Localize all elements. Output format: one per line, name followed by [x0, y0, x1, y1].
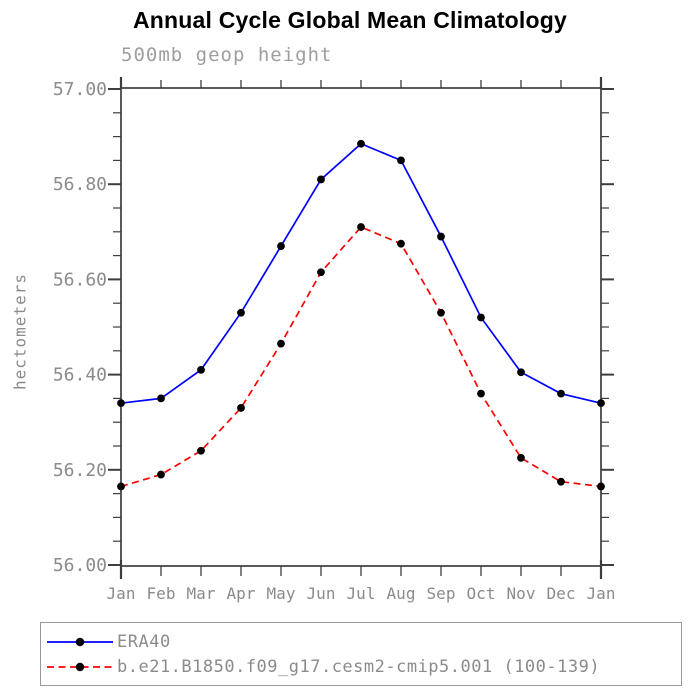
- x-tick-label: Apr: [227, 584, 256, 603]
- x-tick-label: Mar: [187, 584, 216, 603]
- x-tick-label: Sep: [427, 584, 456, 603]
- x-tick-label: May: [267, 584, 296, 603]
- plot-frame: [120, 87, 602, 567]
- x-tick-label: Jun: [307, 584, 336, 603]
- cesm2-sample-marker-dot: [75, 662, 85, 671]
- data-point-marker: [157, 394, 165, 403]
- data-point-marker: [477, 313, 485, 322]
- legend-item-cesm2: b.e21.B1850.f09_g17.cesm2-cmip5.001 (100…: [46, 654, 681, 679]
- x-tick-label: Aug: [387, 584, 416, 603]
- data-point-marker: [517, 454, 525, 462]
- era40-sample-marker-dot: [75, 637, 85, 646]
- data-point-marker: [317, 175, 325, 184]
- x-tick-label: Nov: [507, 584, 536, 603]
- data-point-marker: [517, 368, 525, 377]
- x-tick-label: Jan: [107, 584, 136, 603]
- y-tick-label: 56.60: [53, 269, 107, 290]
- y-tick-label: 56.20: [53, 460, 107, 481]
- series-line-cesm2: [120, 226, 602, 488]
- data-point-marker: [117, 482, 125, 491]
- data-point-marker: [557, 389, 565, 398]
- data-point-marker: [237, 404, 245, 412]
- x-tick-label: Jul: [347, 584, 376, 603]
- plot-area: Jan Feb Mar Apr May Jun Jul Aug Sep Oct Nov Dec Jan5…: [53, 77, 616, 603]
- data-point-marker: [597, 399, 605, 408]
- y-tick-label: 56.00: [53, 555, 107, 576]
- legend-item-era40: ERA40: [46, 629, 681, 654]
- data-point-marker: [557, 477, 565, 486]
- cesm2-line-sample: [47, 662, 113, 671]
- data-point-marker: [117, 399, 125, 408]
- data-point-marker: [357, 223, 365, 231]
- data-point-marker: [197, 446, 205, 455]
- data-point-marker: [197, 365, 205, 374]
- era40-line-sample: [47, 637, 113, 646]
- y-tick-label: 57.00: [53, 79, 107, 100]
- x-tick-label: Jan: [587, 584, 616, 603]
- data-point-marker: [277, 339, 285, 348]
- data-point-marker: [317, 268, 325, 277]
- data-point-marker: [477, 389, 485, 398]
- data-point-marker: [277, 242, 285, 250]
- data-point-marker: [397, 156, 405, 165]
- x-tick-label: Oct: [467, 584, 496, 603]
- data-point-marker: [357, 139, 365, 148]
- y-tick-label: 56.40: [53, 365, 107, 386]
- x-tick-label: Feb: [147, 584, 176, 603]
- series-line-era40: [120, 142, 602, 405]
- x-tick-label: Dec: [547, 584, 576, 603]
- data-point-marker: [437, 232, 445, 241]
- data-point-marker: [437, 308, 445, 317]
- data-point-marker: [397, 239, 405, 248]
- legend-label-cesm2: b.e21.B1850.f09_g17.cesm2-cmip5.001 (100…: [117, 656, 601, 677]
- data-point-marker: [597, 482, 605, 491]
- legend: ERA40 b.e21.B1850.f09_g17.cesm2-cmip5.00…: [40, 622, 682, 686]
- chart-title: Annual Cycle Global Mean Climatology: [132, 7, 568, 33]
- chart-subtitle: 500mb geop height: [121, 44, 333, 66]
- y-tick-label: 56.80: [53, 174, 107, 195]
- data-point-marker: [157, 470, 165, 479]
- data-point-marker: [237, 308, 245, 317]
- legend-label-era40: ERA40: [117, 631, 171, 652]
